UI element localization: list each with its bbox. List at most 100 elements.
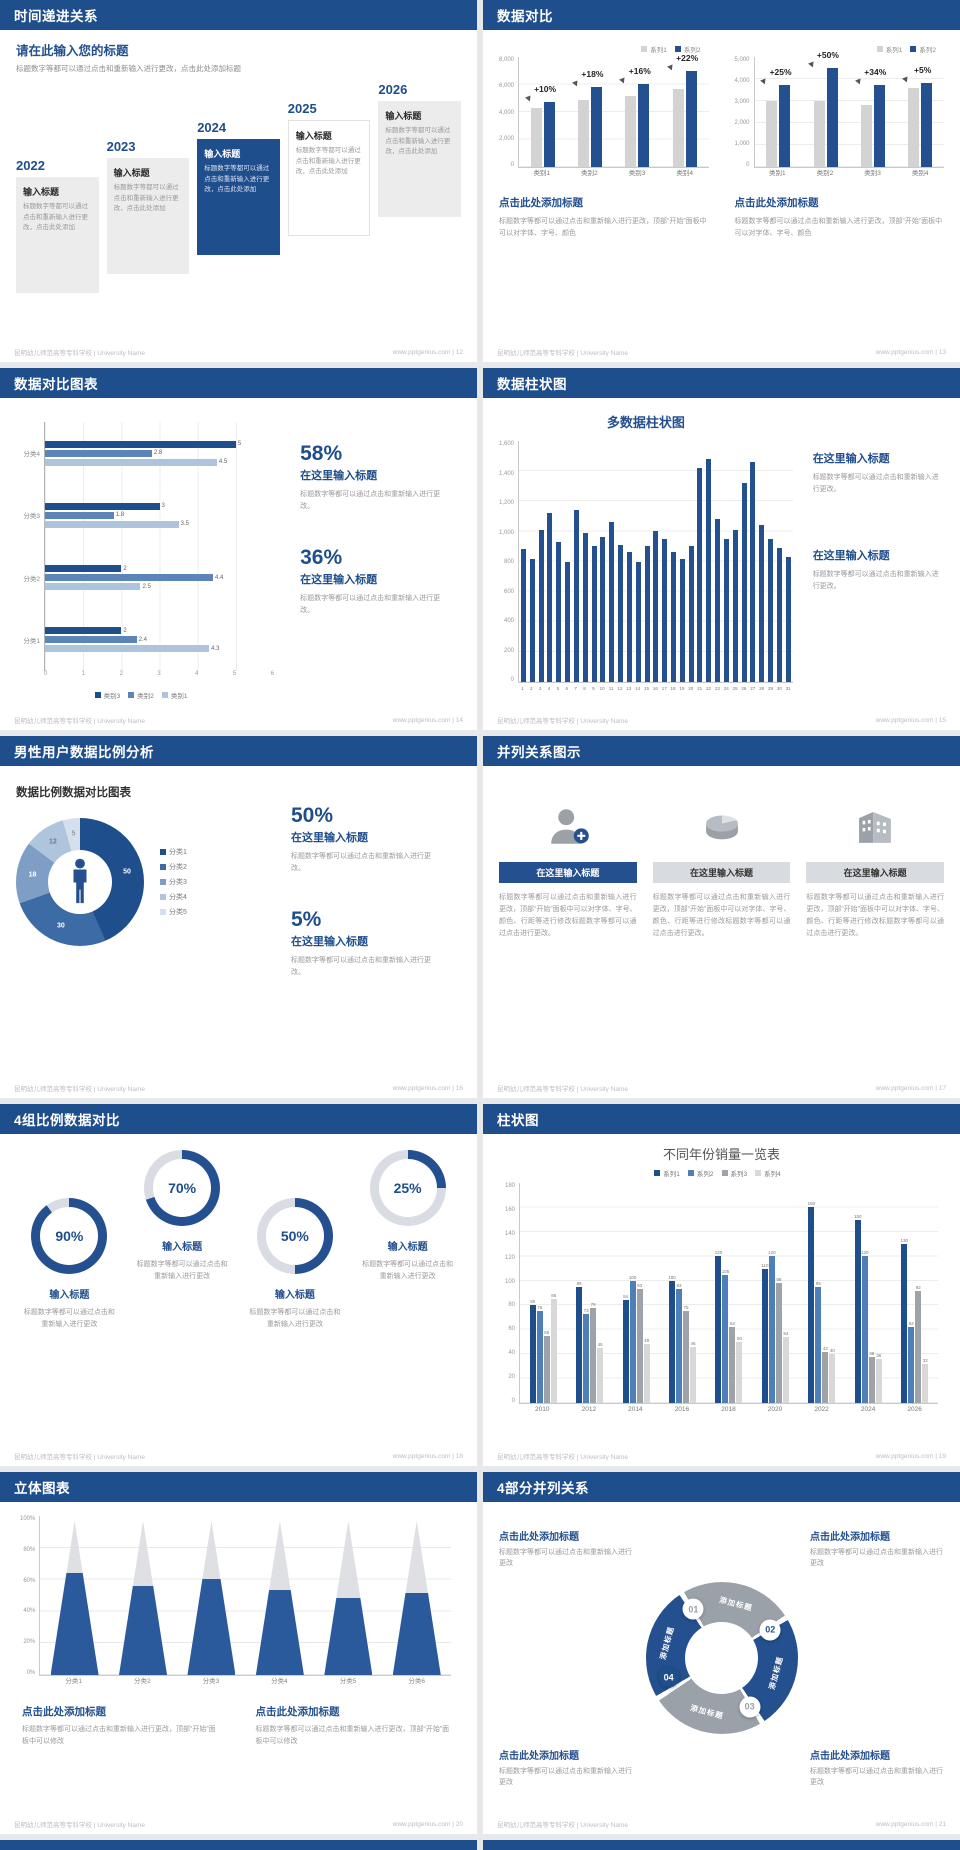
slide-content: 点击此处添加标题 标题数字等都可以通过点击和重新输入进行更改 点击此处添加标题 … bbox=[483, 1502, 960, 1814]
column-heading: 在这里输入标题 bbox=[499, 862, 637, 883]
increase-arrow-icon bbox=[807, 59, 816, 68]
wheel-segment-label: 添加标题 bbox=[658, 1625, 676, 1662]
slide-12-time-progression[interactable]: 时间递进关系 请在此输入您的标题 标题数字等都可以通过点击和重新输入进行更改，点… bbox=[0, 0, 477, 362]
slide-21-four-part-wheel[interactable]: 4部分并列关系 点击此处添加标题 标题数字等都可以通过点击和重新输入进行更改 点… bbox=[483, 1472, 960, 1834]
timeline-year: 2025 bbox=[287, 101, 317, 117]
text-block: 点击此处添加标题 标题数字等都可以通过点击和重新输入进行更改 bbox=[499, 1747, 633, 1788]
slide-content: 分类4 5 2.8 4.5 分类3 3 1.8 3.5 分类2 2 4.4 2.5 分类1 2 2.4 4.3… bbox=[0, 398, 477, 710]
timeline-card: 输入标题 标题数字等都可以通过点击和重新输入进行更改，点击此处添加 bbox=[287, 120, 371, 237]
legend-swatch-icon bbox=[160, 864, 166, 870]
legend-item: 分类1 bbox=[160, 847, 187, 857]
ring-body: 标题数字等都可以通过点击和重新输入进行更改 bbox=[23, 1309, 115, 1328]
block-body: 标题数字等都可以通过点击和重新输入进行更改，顶部“开始”面板中可以对字体、字号、… bbox=[499, 218, 707, 237]
chart-legend: 系列1 系列2 bbox=[735, 44, 945, 54]
block-body: 标题数字等都可以通过点击和重新输入进行更改，顶部“开始”面板中可以修改 bbox=[255, 1726, 450, 1745]
stat-block: 36% 在这里输入标题 标题数字等都可以通过点击和重新输入进行更改。 bbox=[300, 546, 450, 616]
legend-swatch-icon bbox=[721, 1170, 728, 1176]
legend-label: 系列1 bbox=[663, 1171, 680, 1178]
parallel-column: 在这里输入标题 标题数字等都可以通过点击和重新输入进行更改，顶部“开始”面板中可… bbox=[499, 794, 637, 940]
slide-14-bar-comparison[interactable]: 数据对比图表 分类4 5 2.8 4.5 分类3 3 1.8 3.5 分类2 2 4.4 2.5 分类1… bbox=[0, 368, 477, 730]
stat-percentage: 58% bbox=[300, 442, 343, 465]
slide-title: 数据对比图表 bbox=[14, 377, 98, 392]
footer-school: 昆明幼儿师范高等专科学校 | University Name bbox=[497, 1086, 628, 1093]
timeline-item: 2025 输入标题 标题数字等都可以通过点击和重新输入进行更改，点击此处添加 bbox=[287, 101, 371, 237]
slide-title: 时间递进关系 bbox=[14, 9, 98, 24]
icon-box bbox=[545, 794, 591, 850]
block-body: 标题数字等都可以通过点击和重新输入进行更改 bbox=[499, 1549, 632, 1568]
slide-footer: 昆明幼儿师范高等专科学校 | University Name www.pptge… bbox=[0, 1078, 477, 1098]
slide-title-bar: 柱状图 bbox=[483, 1104, 960, 1134]
timeline-year: 2026 bbox=[378, 82, 408, 98]
footer-page: www.pptgenius.com | 15 bbox=[875, 716, 946, 724]
increase-arrow-icon bbox=[524, 93, 533, 102]
slide-footer: 昆明幼儿师范高等专科学校 | University Name www.pptge… bbox=[483, 710, 960, 730]
slide-content: 100% 80% 60% 40% 20% 0% 分类1 分类2 分类3 分类4 分类5 分类6 点击此… bbox=[0, 1502, 477, 1814]
slide-15-column-chart[interactable]: 数据柱状图 多数据柱状图 1,600 1,400 1,200 1,000 800 600 4… bbox=[483, 368, 960, 730]
grouped-bar-chart: 180 160 140 120 100 80 60 40 20 0 80 75 55 85 95 73 78 45… bbox=[505, 1183, 938, 1415]
slide-13-data-comparison[interactable]: 数据对比 系列1 系列2 8,000 6,000 4,000 2,000 0 +10% +1… bbox=[483, 0, 960, 362]
increase-arrow-icon bbox=[572, 78, 580, 87]
legend-item: 系列1 bbox=[641, 44, 667, 54]
legend-swatch-icon bbox=[94, 692, 101, 698]
legend-item: 分类3 bbox=[160, 877, 187, 887]
legend-item: 系列2 bbox=[910, 44, 936, 54]
block-body: 标题数字等都可以通过点击和重新输入进行更改，顶部“开始”面板中可以修改 bbox=[22, 1726, 216, 1745]
ring-body: 标题数字等都可以通过点击和重新输入进行更改 bbox=[362, 1261, 454, 1280]
text-block: 点击此处添加标题 标题数字等都可以通过点击和重新输入进行更改，顶部“开始”面板中… bbox=[256, 1704, 456, 1747]
slide-content: 多数据柱状图 1,600 1,400 1,200 1,000 800 600 400 200 0… bbox=[483, 398, 960, 710]
parallel-column: 在这里输入标题 标题数字等都可以通过点击和重新输入进行更改，顶部“开始”面板中可… bbox=[806, 794, 945, 940]
ring-heading: 输入标题 bbox=[274, 1290, 315, 1301]
legend-item: 分类4 bbox=[160, 892, 187, 902]
slide-16-male-user-ratio[interactable]: 男性用户数据比例分析 数据比例数据对比图表 bbox=[0, 736, 477, 1098]
slide-content: 不同年份销量一览表 系列1 系列2 系列3 系列4 180 160 140 120 10… bbox=[483, 1134, 960, 1446]
user-add-icon bbox=[551, 809, 589, 844]
stat-block: 5% 在这里输入标题 标题数字等都可以通过点击和重新输入进行更改。 bbox=[291, 908, 441, 978]
block-heading: 点击此处添加标题 bbox=[22, 1706, 106, 1718]
chart-legend: 类别3 类别2 类别1 bbox=[16, 690, 274, 700]
text-block: 点击此处添加标题 标题数字等都可以通过点击和重新输入进行更改 bbox=[810, 1747, 944, 1788]
legend-item: 系列3 bbox=[721, 1168, 747, 1178]
slide-title-bar: 并列关系图示 bbox=[483, 736, 960, 766]
legend-swatch-icon bbox=[876, 46, 883, 52]
slide-title-bar: 数据对比图表 bbox=[0, 368, 477, 398]
block-heading: 点击此处添加标题 bbox=[499, 1750, 579, 1762]
wheel-center bbox=[685, 1621, 758, 1695]
slide-footer: 昆明幼儿师范高等专科学校 | University Name www.pptge… bbox=[0, 1814, 477, 1834]
legend-swatch-icon bbox=[128, 692, 135, 698]
slide-20-cone-chart[interactable]: 立体图表 100% 80% 60% 40% 20% 0% 分类1 分类2 分类3 分类4 分类5 分类… bbox=[0, 1472, 477, 1834]
footer-school: 昆明幼儿师范高等专科学校 | University Name bbox=[14, 1086, 145, 1093]
progress-ring: 90% bbox=[31, 1198, 108, 1274]
slide-title: 4部分并列关系 bbox=[497, 1481, 590, 1496]
card-title: 输入标题 bbox=[295, 131, 332, 142]
male-icon bbox=[73, 858, 87, 904]
cone-chart: 100% 80% 60% 40% 20% 0% 分类1 分类2 分类3 分类4 分类5 分类6 bbox=[20, 1516, 451, 1688]
legend-swatch-icon bbox=[641, 46, 648, 52]
timeline-year: 2022 bbox=[16, 158, 45, 174]
block-heading: 点击此处添加标题 bbox=[734, 197, 819, 209]
footer-page: www.pptgenius.com | 17 bbox=[875, 1084, 946, 1092]
slide-17-parallel-relationship[interactable]: 并列关系图示 在这里输入标题 标题数 bbox=[483, 736, 960, 1098]
wheel-number-badge: 01 bbox=[682, 1598, 704, 1620]
column-heading: 在这里输入标题 bbox=[652, 862, 791, 883]
building-icon bbox=[859, 811, 892, 843]
legend-item: 系列2 bbox=[674, 44, 701, 54]
block-heading: 点击此处添加标题 bbox=[810, 1750, 890, 1762]
slide-title-bar: 时间递进关系 bbox=[0, 0, 477, 30]
legend-swatch-icon bbox=[160, 894, 166, 900]
block-heading: 点击此处添加标题 bbox=[499, 197, 583, 209]
section-heading: 请在此输入您的标题 bbox=[16, 44, 129, 58]
wheel-segment-label: 添加标题 bbox=[718, 1594, 754, 1613]
legend-swatch-icon bbox=[161, 692, 168, 698]
stat-percentage: 50% bbox=[291, 804, 334, 827]
legend-label: 分类4 bbox=[169, 894, 187, 901]
donut-chart: 50 30 18 12 5 bbox=[16, 818, 144, 946]
slide-19-yearly-sales[interactable]: 柱状图 不同年份销量一览表 系列1 系列2 系列3 系列4 180 160 140 1… bbox=[483, 1104, 960, 1466]
footer-page: www.pptgenius.com | 14 bbox=[392, 716, 463, 724]
slide-title-bar: 4部分并列关系 bbox=[483, 1472, 960, 1502]
footer-page: www.pptgenius.com | 16 bbox=[392, 1084, 463, 1092]
legend-item: 类别1 bbox=[161, 690, 187, 700]
increase-arrow-icon bbox=[854, 76, 863, 84]
card-title: 输入标题 bbox=[113, 168, 150, 179]
footer-school: 昆明幼儿师范高等专科学校 | University Name bbox=[497, 1454, 628, 1461]
slide-18-ratio-rings[interactable]: 4组比例数据对比 90% 输入标题 标题数字等都可以通过点击和重新输入进行更改 … bbox=[0, 1104, 477, 1466]
